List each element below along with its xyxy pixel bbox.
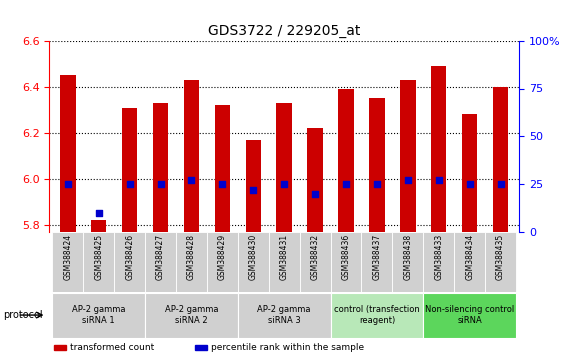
Bar (114, 232, 145, 292)
Bar (300, 232, 331, 292)
Bar (423, 232, 454, 292)
Bar (269, 232, 300, 292)
Bar (400, 80, 415, 232)
Bar (493, 87, 508, 232)
Point (372, 181, 382, 187)
Bar (52, 232, 84, 292)
Bar (52, 292, 145, 338)
Bar (369, 98, 385, 232)
Bar (393, 232, 423, 292)
Text: GSM388432: GSM388432 (311, 234, 320, 280)
Bar (361, 232, 393, 292)
Point (280, 181, 289, 187)
Bar (91, 220, 107, 232)
Point (310, 191, 320, 196)
Bar (485, 232, 516, 292)
Bar (176, 232, 207, 292)
Point (218, 181, 227, 187)
Bar (145, 292, 238, 338)
Text: GSM388429: GSM388429 (218, 234, 227, 280)
Text: Non-silencing control
siRNA: Non-silencing control siRNA (425, 306, 514, 325)
Point (403, 177, 412, 183)
Bar (238, 232, 269, 292)
Point (342, 181, 351, 187)
Bar (84, 232, 114, 292)
Text: GSM388425: GSM388425 (95, 234, 103, 280)
Text: GSM388424: GSM388424 (63, 234, 72, 280)
Text: GSM388426: GSM388426 (125, 234, 134, 280)
Bar (145, 232, 176, 292)
Bar (277, 103, 292, 232)
Bar (307, 128, 323, 232)
Text: protocol: protocol (3, 310, 42, 320)
Bar (462, 114, 477, 232)
Text: GSM388436: GSM388436 (342, 234, 350, 280)
Text: percentile rank within the sample: percentile rank within the sample (211, 343, 364, 352)
Bar (184, 80, 199, 232)
Text: GSM388427: GSM388427 (156, 234, 165, 280)
Bar (423, 292, 516, 338)
Bar (331, 232, 361, 292)
Text: transformed count: transformed count (70, 343, 155, 352)
Bar (238, 292, 331, 338)
Point (94, 210, 103, 216)
Text: AP-2 gamma
siRNA 2: AP-2 gamma siRNA 2 (165, 306, 218, 325)
Bar (60, 75, 75, 232)
Point (187, 177, 196, 183)
Bar (207, 232, 238, 292)
Bar (215, 105, 230, 232)
Point (496, 181, 505, 187)
Point (249, 187, 258, 193)
Bar (54, 345, 66, 350)
Text: GSM388428: GSM388428 (187, 234, 196, 280)
Text: AP-2 gamma
siRNA 3: AP-2 gamma siRNA 3 (258, 306, 311, 325)
Point (434, 177, 443, 183)
Bar (245, 140, 261, 232)
Point (465, 181, 474, 187)
Title: GDS3722 / 229205_at: GDS3722 / 229205_at (208, 24, 360, 38)
Bar (153, 103, 168, 232)
Bar (338, 89, 354, 232)
Text: GSM388433: GSM388433 (434, 234, 443, 280)
Bar (122, 108, 137, 232)
Text: GSM388430: GSM388430 (249, 234, 258, 280)
Text: control (transfection
reagent): control (transfection reagent) (334, 306, 420, 325)
Bar (454, 232, 485, 292)
Text: GSM388435: GSM388435 (496, 234, 505, 280)
Text: GSM388437: GSM388437 (372, 234, 382, 280)
Text: GSM388434: GSM388434 (465, 234, 474, 280)
Bar (331, 292, 423, 338)
Text: GSM388431: GSM388431 (280, 234, 289, 280)
Bar (195, 345, 206, 350)
Text: AP-2 gamma
siRNA 1: AP-2 gamma siRNA 1 (72, 306, 125, 325)
Point (156, 181, 165, 187)
Point (63, 181, 72, 187)
Point (125, 181, 135, 187)
Text: GSM388438: GSM388438 (403, 234, 412, 280)
Bar (431, 66, 447, 232)
